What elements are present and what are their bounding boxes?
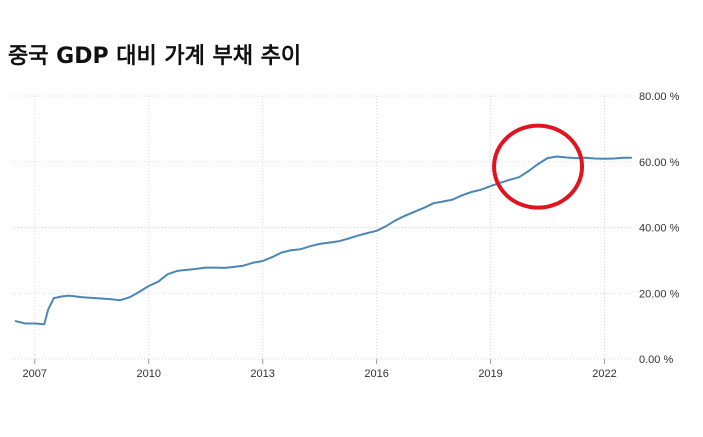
x-axis-labels: 2007 2010 2013 2016 2019 2022 [23,368,617,380]
y-axis-labels: 0.00 % 20.00 % 40.00 % 60.00 % 80.00 % [639,91,680,366]
x-tick-label: 2010 [136,368,160,380]
x-tick-label: 2007 [23,368,47,380]
y-tick-label: 20.00 % [639,288,680,300]
x-tick-label: 2022 [592,368,616,380]
x-tick-label: 2019 [478,368,502,380]
y-tick-label: 40.00 % [639,223,680,235]
x-tick-label: 2016 [364,368,388,380]
series-line [14,155,633,326]
x-tick-label: 2013 [250,368,274,380]
y-tick-label: 60.00 % [639,157,680,169]
gridlines [12,95,633,364]
chart-title: 중국 GDP 대비 가계 부채 추이 [8,44,302,69]
y-tick-label: 0.00 % [639,354,673,366]
highlight-circle [492,123,585,210]
y-tick-label: 80.00 % [639,91,680,103]
